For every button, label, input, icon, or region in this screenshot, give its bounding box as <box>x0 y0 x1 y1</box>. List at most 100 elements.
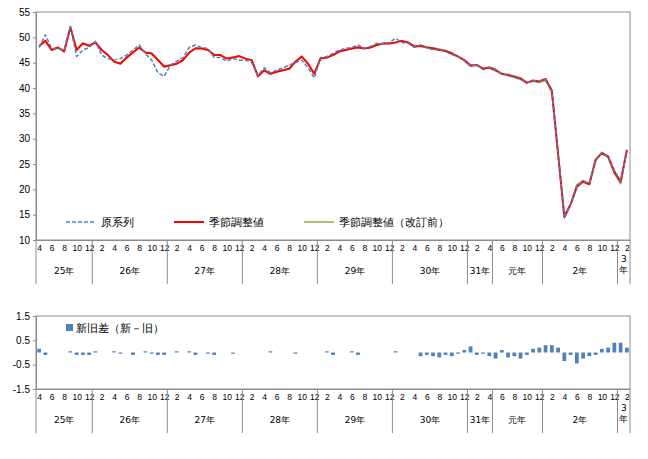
x-tick-label: 6 <box>350 243 355 253</box>
x-tick: 12 <box>610 240 620 253</box>
y-tick-label: 55 <box>19 7 31 18</box>
group-label: 元年 <box>508 266 526 276</box>
bar <box>400 352 404 353</box>
x-tick-label: 2 <box>400 243 405 253</box>
x-tick: 8 <box>362 240 367 253</box>
bar <box>131 353 135 355</box>
x-tick-label: 10 <box>298 392 308 402</box>
x-tick-label: 10 <box>298 243 308 253</box>
legend-swatch <box>304 221 334 223</box>
x-tick-label: 4 <box>337 243 342 253</box>
bar <box>444 353 448 355</box>
bar <box>69 351 73 352</box>
x-tick-label: 2 <box>625 392 630 402</box>
x-tick: 10 <box>523 240 533 253</box>
bar <box>587 353 591 357</box>
x-tick: 8 <box>362 389 367 402</box>
x-tick-label: 12 <box>535 243 545 253</box>
y-axis: -1.5-0.50.51.5 <box>13 311 37 395</box>
x-tick-label: 4 <box>187 243 192 253</box>
x-tick: 4 <box>337 240 342 253</box>
x-tick: 6 <box>275 240 280 253</box>
bar <box>156 353 160 355</box>
x-tick-label: 12 <box>535 392 545 402</box>
x-tick: 10 <box>72 240 82 253</box>
x-tick: 2 <box>625 240 630 253</box>
x-tick-label: 12 <box>460 243 470 253</box>
x-tick-label: 4 <box>112 392 117 402</box>
x-tick: 10 <box>373 389 383 402</box>
x-tick: 2 <box>550 240 555 253</box>
x-tick: 6 <box>350 240 355 253</box>
group-separator <box>492 389 493 433</box>
x-tick-label: 8 <box>587 392 592 402</box>
bar <box>62 352 66 353</box>
x-tick-label: 4 <box>187 392 192 402</box>
x-tick: 10 <box>448 240 458 253</box>
group-separator <box>542 240 543 284</box>
bar <box>537 348 541 353</box>
x-tick-label: 2 <box>475 243 480 253</box>
x-tick: 6 <box>50 389 55 402</box>
x-tick-label: 8 <box>62 243 67 253</box>
bar <box>481 353 485 354</box>
x-tick-label: 4 <box>112 243 117 253</box>
x-tick: 4 <box>187 240 192 253</box>
x-tick: 12 <box>310 240 320 253</box>
bar <box>419 353 423 357</box>
x-tick: 2 <box>250 240 255 253</box>
x-tick-label: 12 <box>235 392 245 402</box>
group-separator <box>617 240 618 284</box>
y-tick-label: -0.5 <box>13 359 31 370</box>
bar <box>381 352 385 353</box>
bar <box>275 352 279 353</box>
bar <box>550 345 554 352</box>
x-tick-label: 6 <box>50 243 55 253</box>
x-tick-label: 8 <box>212 243 217 253</box>
x-tick: 10 <box>448 389 458 402</box>
x-tick-label: 10 <box>598 392 608 402</box>
x-tick-label: 6 <box>200 243 205 253</box>
bar <box>319 352 323 353</box>
x-tick: 2 <box>475 240 480 253</box>
x-tick: 4 <box>337 389 342 402</box>
y-tick-mark <box>33 340 36 341</box>
x-tick: 12 <box>85 240 95 253</box>
x-tick: 10 <box>222 389 232 402</box>
bar <box>244 352 248 353</box>
x-tick-label: 10 <box>72 243 82 253</box>
category-groups: 25年26年27年28年29年30年31年元年2年3年 <box>36 240 630 284</box>
bar <box>456 353 460 354</box>
bar <box>544 345 548 352</box>
y-tick-mark <box>33 88 36 89</box>
group-separator <box>630 389 631 433</box>
x-tick: 6 <box>575 389 580 402</box>
bar <box>581 353 585 359</box>
x-tick: 6 <box>425 240 430 253</box>
y-tick-mark <box>33 215 36 216</box>
y-tick: -1.5 <box>13 384 36 395</box>
x-tick: 10 <box>298 389 308 402</box>
bar <box>350 351 354 352</box>
bar <box>269 351 273 352</box>
x-tick-label: 8 <box>437 392 442 402</box>
bar <box>312 352 316 353</box>
x-tick-label: 2 <box>400 392 405 402</box>
bar <box>325 351 329 352</box>
bar <box>425 353 429 355</box>
bar <box>387 352 391 353</box>
legend-swatch <box>66 324 73 331</box>
group-label: 26年 <box>120 415 140 425</box>
x-tick: 4 <box>562 389 567 402</box>
x-tick: 10 <box>523 389 533 402</box>
x-tick-label: 8 <box>137 243 142 253</box>
y-tick-label: 1.5 <box>16 311 30 322</box>
x-tick-label: 12 <box>460 392 470 402</box>
x-tick-label: 8 <box>362 392 367 402</box>
x-tick: 6 <box>200 240 205 253</box>
x-tick-label: 8 <box>287 243 292 253</box>
x-tick-label: 12 <box>610 392 620 402</box>
x-tick-label: 10 <box>72 392 82 402</box>
group-separator <box>467 240 468 284</box>
group-label: 3年 <box>619 403 628 424</box>
